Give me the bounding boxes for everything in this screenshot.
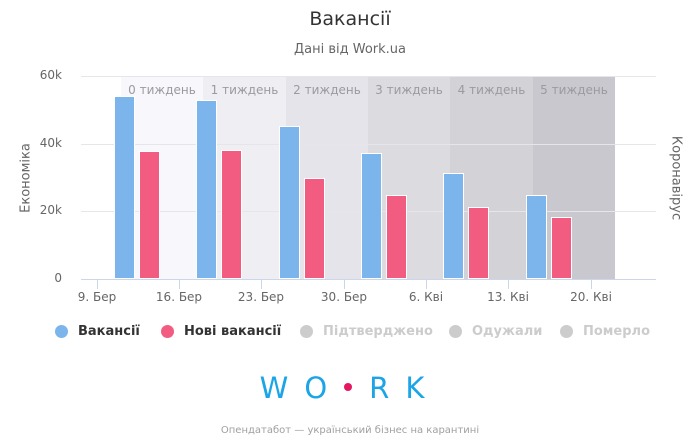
bar-vacancies[interactable] (114, 96, 135, 279)
x-tick-label: 9. Бер (77, 290, 117, 304)
week-band-label: 2 тиждень (293, 83, 361, 97)
footer-caption: Опендатабот — український бізнес на кара… (220, 425, 480, 436)
legend-label: Вакансії (78, 324, 140, 339)
legend-item[interactable]: Одужали (449, 324, 542, 339)
x-tick-mark (426, 280, 427, 289)
week-band-label: 5 тиждень (540, 83, 608, 97)
legend-marker-icon (55, 325, 68, 338)
x-tick-label: 16. Бер (155, 290, 203, 304)
bar-vacancies[interactable] (196, 99, 217, 279)
legend-marker-icon (161, 325, 174, 338)
y-tick-label: 40k (39, 135, 62, 150)
legend-marker-icon (300, 325, 313, 338)
legend: Вакансії Нові вакансії Підтверджено Одужали… (0, 324, 700, 346)
week-band-label: 1 тиждень (210, 83, 279, 97)
y-tick-label: 60k (39, 68, 62, 82)
logo-left: WO (259, 371, 344, 405)
week-band-label: 0 тиждень (128, 83, 196, 97)
legend-marker-icon (560, 325, 573, 338)
legend-marker-icon (449, 325, 462, 338)
legend-item[interactable]: Вакансії (55, 324, 140, 339)
legend-label: Померло (583, 324, 651, 339)
bar-new-vacancies[interactable] (304, 177, 325, 279)
logo-dot-icon (344, 383, 353, 391)
gridline (81, 143, 656, 145)
bar-new-vacancies[interactable] (221, 149, 242, 279)
legend-item[interactable]: Померло (560, 324, 650, 339)
x-tick-mark (97, 280, 98, 289)
work-logo: WO RK (0, 371, 700, 405)
legend-label: Підтверджено (323, 324, 433, 339)
y-tick-label: 0 (54, 271, 62, 285)
bar-new-vacancies[interactable] (139, 150, 160, 279)
bar-vacancies[interactable] (361, 152, 382, 279)
week-band-label: 3 тиждень (375, 83, 443, 97)
legend-label: Одужали (472, 324, 543, 339)
legend-item[interactable]: Підтверджено (300, 324, 433, 339)
right-axis-title: Коронавірус (668, 135, 684, 221)
bar-vacancies[interactable] (526, 194, 547, 279)
plot-area: Економіка Коронавірус 0 тиждень 1 тиждень… (19, 68, 684, 304)
legend-item[interactable]: Нові вакансії (161, 324, 281, 339)
logo-right: RK (369, 371, 441, 405)
bar-new-vacancies[interactable] (386, 194, 407, 279)
x-tick-mark (508, 280, 509, 289)
x-tick-mark (261, 280, 262, 289)
chart-subtitle: Дані від Work.ua (293, 42, 407, 57)
x-tick-label: 13. Кві (487, 290, 529, 304)
x-tick-label: 30. Бер (320, 290, 368, 304)
x-tick-mark (591, 280, 592, 289)
bar-new-vacancies[interactable] (468, 206, 489, 279)
bar-vacancies[interactable] (443, 172, 464, 279)
x-tick-label: 6. Кві (408, 290, 444, 304)
x-tick-label: 20. Кві (570, 290, 612, 304)
bar-new-vacancies[interactable] (551, 217, 572, 279)
week-band-label: 4 тиждень (457, 83, 526, 97)
chart-title: Вакансії (309, 8, 391, 30)
x-tick-mark (179, 280, 180, 289)
legend-label: Нові вакансії (184, 324, 282, 339)
x-tick-label: 23. Бер (237, 290, 285, 304)
bar-vacancies[interactable] (279, 126, 300, 279)
y-tick-label: 20k (39, 203, 62, 218)
x-tick-mark (344, 280, 345, 289)
x-axis-line (81, 279, 656, 280)
gridline (81, 76, 656, 77)
